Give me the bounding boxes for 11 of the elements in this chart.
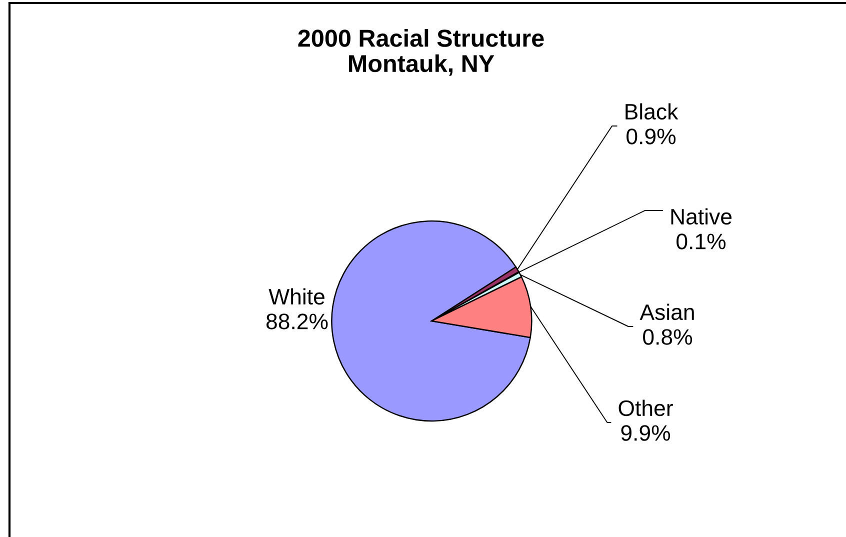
data-label: 88.2% <box>266 314 328 330</box>
slice-label: White <box>268 288 324 305</box>
slice-label: Asian <box>640 304 694 320</box>
data-label: 0.8% <box>643 329 692 345</box>
data-label: 9.9% <box>621 425 670 441</box>
slice-label: Other <box>618 400 673 416</box>
slice-label: Black <box>626 103 678 120</box>
slice-label: Native <box>671 208 732 225</box>
data-label: 0.1% <box>676 234 726 250</box>
chart-title: 2000 Racial Structure Montauk, NY <box>298 29 544 76</box>
data-label: 0.9% <box>626 128 676 144</box>
